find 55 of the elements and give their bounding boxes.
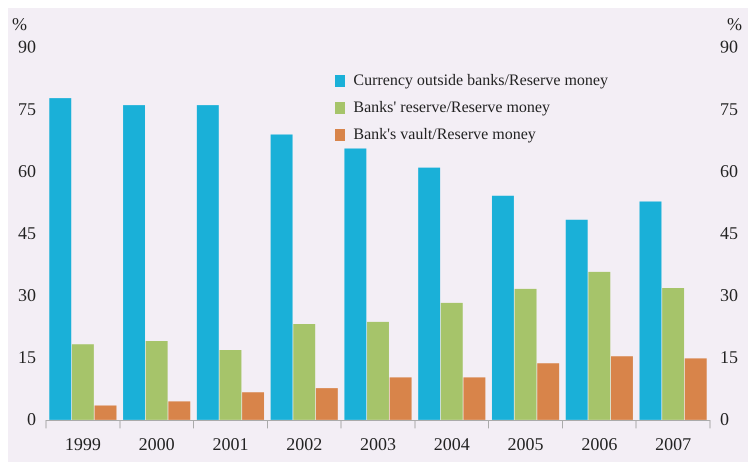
bar <box>390 377 412 420</box>
x-tick-label: 2007 <box>655 434 692 454</box>
bar <box>367 322 389 420</box>
bar <box>219 350 242 420</box>
bar <box>588 272 610 420</box>
y-tick-label: 90 <box>18 36 36 57</box>
y2-tick-label: 15 <box>720 347 738 368</box>
bar <box>418 168 440 420</box>
y2-tick-label: 90 <box>720 36 738 57</box>
bar <box>610 356 633 420</box>
bar <box>146 340 168 420</box>
bar <box>537 363 560 420</box>
x-tick-label: 2004 <box>434 434 470 454</box>
bar <box>123 105 146 420</box>
legend-label: Currency outside banks/Reserve money <box>353 72 608 90</box>
bar <box>492 196 514 420</box>
bar <box>684 358 707 420</box>
x-tick-label: 2002 <box>286 434 322 454</box>
y-tick-label: 15 <box>18 347 36 368</box>
y-tick-label: 75 <box>18 98 36 119</box>
bar <box>270 134 293 420</box>
legend-label: Bank's vault/Reserve money <box>353 126 536 144</box>
bar <box>94 406 116 420</box>
bar <box>440 302 463 420</box>
bar <box>242 392 264 420</box>
x-tick-label: 2003 <box>360 434 396 454</box>
bar <box>344 148 366 420</box>
bar <box>514 288 537 420</box>
y2-axis-title: % <box>727 14 742 35</box>
bar <box>566 220 588 420</box>
bar <box>168 401 190 420</box>
y2-tick-label: 30 <box>720 285 738 305</box>
bar <box>463 377 486 420</box>
bar <box>196 105 219 420</box>
bar <box>293 324 316 420</box>
x-tick-label: 2000 <box>138 434 175 454</box>
y-tick-label: 30 <box>18 285 36 305</box>
y2-tick-label: 0 <box>720 409 729 430</box>
y2-tick-label: 45 <box>720 222 738 243</box>
y2-tick-label: 60 <box>720 160 738 181</box>
x-tick-label: 1999 <box>64 434 101 454</box>
y-tick-label: 45 <box>18 222 36 243</box>
x-tick-label: 2005 <box>508 434 544 454</box>
bar <box>72 344 94 420</box>
x-tick-label: 2006 <box>581 434 618 454</box>
bar <box>49 98 72 420</box>
y-tick-label: 60 <box>18 160 36 181</box>
legend-label: Banks' reserve/Reserve money <box>353 99 550 117</box>
y-axis-title: % <box>12 14 27 35</box>
bar <box>640 202 662 420</box>
bar <box>316 388 338 420</box>
y2-tick-label: 75 <box>720 98 738 119</box>
bar <box>662 288 684 420</box>
x-tick-label: 2001 <box>212 434 248 454</box>
y-tick-label: 0 <box>27 409 36 430</box>
